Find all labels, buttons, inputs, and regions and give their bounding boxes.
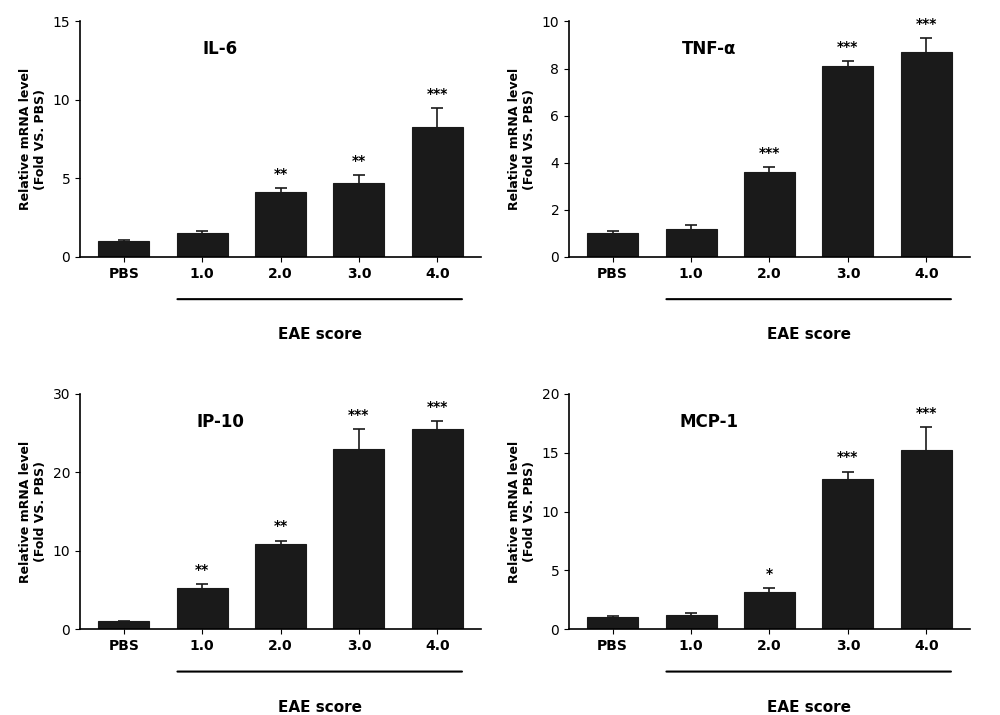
Text: *: * — [766, 567, 773, 581]
Text: ***: *** — [837, 41, 859, 54]
Y-axis label: Relative mRNA level
(Fold VS. PBS): Relative mRNA level (Fold VS. PBS) — [19, 440, 47, 583]
Text: **: ** — [352, 154, 366, 168]
Text: TNF-α: TNF-α — [682, 40, 737, 59]
Bar — [666, 615, 717, 629]
Bar — [98, 621, 149, 629]
Text: IL-6: IL-6 — [203, 40, 238, 59]
Y-axis label: Relative mRNA level
(Fold VS. PBS): Relative mRNA level (Fold VS. PBS) — [508, 68, 536, 210]
Bar — [901, 450, 952, 629]
Bar — [901, 52, 952, 257]
Bar — [177, 233, 228, 257]
Text: ***: *** — [348, 408, 370, 422]
Bar — [822, 66, 873, 257]
Bar — [333, 183, 384, 257]
Y-axis label: Relative mRNA level
(Fold VS. PBS): Relative mRNA level (Fold VS. PBS) — [508, 440, 536, 583]
Text: **: ** — [273, 520, 288, 533]
Text: ***: *** — [427, 400, 448, 414]
Text: ***: *** — [837, 450, 859, 465]
Bar — [744, 591, 795, 629]
Text: EAE score: EAE score — [278, 327, 362, 342]
Text: IP-10: IP-10 — [196, 413, 244, 430]
Text: EAE score: EAE score — [767, 700, 851, 715]
Text: EAE score: EAE score — [278, 700, 362, 715]
Text: MCP-1: MCP-1 — [680, 413, 739, 430]
Bar — [412, 429, 463, 629]
Text: **: ** — [195, 563, 209, 578]
Bar — [744, 172, 795, 257]
Bar — [412, 127, 463, 257]
Bar — [255, 545, 306, 629]
Bar — [255, 192, 306, 257]
Bar — [666, 229, 717, 257]
Text: ***: *** — [916, 405, 937, 420]
Text: **: ** — [273, 167, 288, 181]
Bar — [822, 478, 873, 629]
Bar — [177, 588, 228, 629]
Bar — [587, 233, 638, 257]
Bar — [333, 449, 384, 629]
Y-axis label: Relative mRNA level
(Fold VS. PBS): Relative mRNA level (Fold VS. PBS) — [19, 68, 47, 210]
Text: ***: *** — [916, 17, 937, 31]
Bar — [98, 241, 149, 257]
Text: ***: *** — [427, 87, 448, 101]
Text: EAE score: EAE score — [767, 327, 851, 342]
Text: ***: *** — [759, 147, 780, 160]
Bar — [587, 618, 638, 629]
